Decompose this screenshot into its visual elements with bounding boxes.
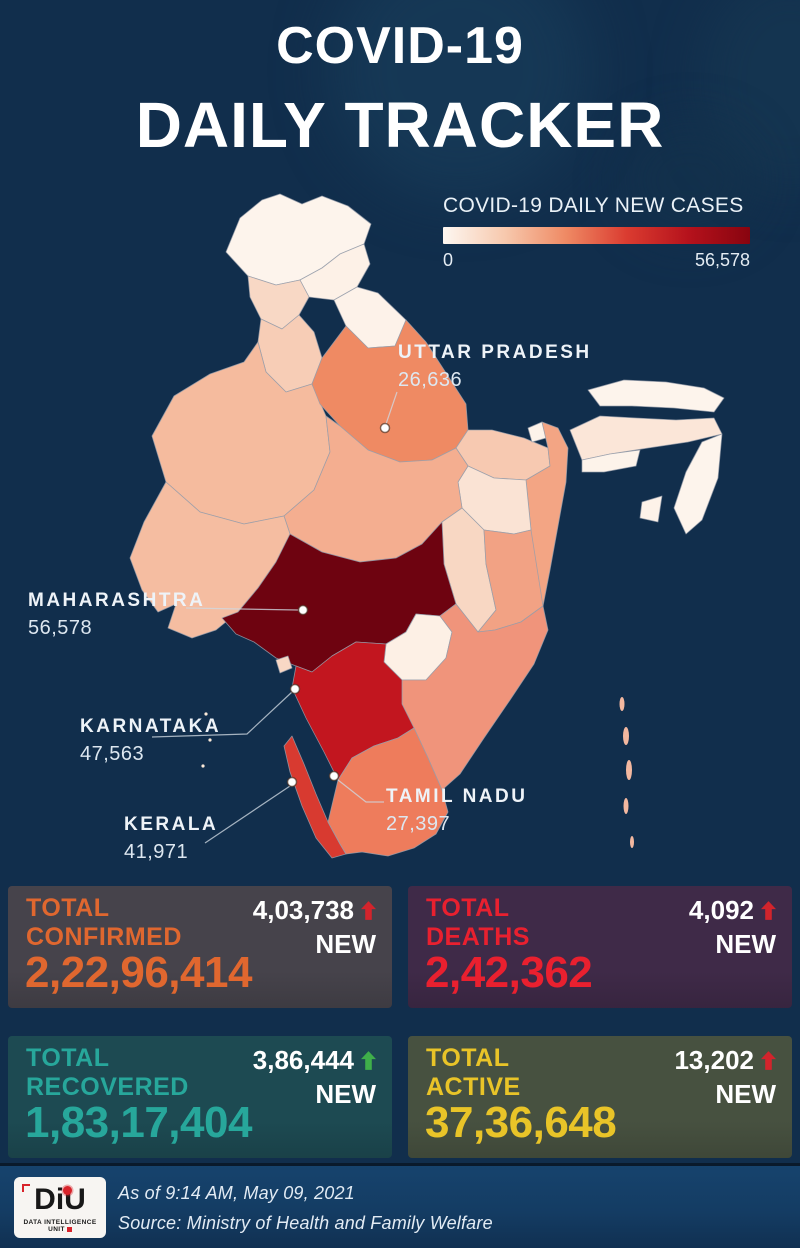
card-total-recovered: TOTAL RECOVERED 1,83,17,404 3,86,444 NEW [8, 1036, 392, 1158]
red-square-icon [66, 1226, 72, 1232]
state-value: 27,397 [386, 813, 451, 835]
card-total-confirmed: TOTAL CONFIRMED 2,22,96,414 4,03,738 NEW [8, 886, 392, 1008]
logo-subtext: DATA INTELLIGENCE UNIT [23, 1219, 97, 1233]
virus-dot-icon [63, 1186, 72, 1195]
card-new-value: 13,202 [674, 1045, 754, 1075]
label-karnataka: KARNATAKA 47,563 [80, 716, 221, 766]
legend-gradient-bar [443, 227, 750, 244]
india-choropleth-map [129, 193, 725, 859]
label-uttar-pradesh: UTTAR PRADESH 26,636 [398, 342, 592, 392]
state-himachal-pradesh [299, 243, 371, 301]
card-new-value: 4,092 [688, 895, 754, 925]
state-value: 41,971 [124, 841, 189, 863]
legend-max-label: 56,578 [694, 250, 750, 270]
footer: DiU DATA INTELLIGENCE UNIT As of 9:14 AM… [0, 1163, 800, 1248]
label-maharashtra: MAHARASHTRA 56,578 [28, 590, 205, 640]
card-total-active: TOTAL ACTIVE 37,36,648 13,202 NEW [408, 1036, 792, 1158]
card-new-label: NEW [315, 1079, 376, 1109]
state-northeast-states [673, 433, 723, 535]
card-new-label: NEW [715, 1079, 776, 1109]
legend-title: COVID-19 DAILY NEW CASES [443, 194, 744, 217]
label-kerala: KERALA 41,971 [124, 814, 218, 864]
card-label: DEATHS [426, 923, 530, 951]
state-kerala [283, 735, 347, 859]
card-total-value: 2,42,362 [425, 948, 593, 997]
card-total-value: 2,22,96,414 [25, 948, 252, 997]
source-text: Source: Ministry of Health and Family We… [118, 1213, 493, 1233]
card-label: CONFIRMED [26, 923, 182, 951]
up-arrow-icon [761, 1051, 776, 1070]
card-label: RECOVERED [26, 1073, 189, 1101]
card-total-deaths: TOTAL DEATHS 2,42,362 4,092 NEW [408, 886, 792, 1008]
legend-min-label: 0 [443, 250, 454, 270]
state-name: KARNATAKA [80, 716, 222, 737]
up-arrow-icon [761, 901, 776, 920]
state-value: 26,636 [398, 369, 463, 391]
label-tamil-nadu: TAMIL NADU 27,397 [386, 786, 527, 836]
andaman-islands [619, 697, 634, 848]
card-new-value: 4,03,738 [252, 895, 354, 925]
state-tamil-nadu [327, 727, 449, 857]
state-tripura [639, 495, 663, 523]
logo-corner-mark [22, 1184, 30, 1186]
up-arrow-icon [361, 1051, 376, 1070]
card-label: TOTAL [426, 894, 510, 922]
page-subtitle: DAILY TRACKER [135, 89, 665, 161]
state-name: TAMIL NADU [386, 786, 528, 807]
card-label: TOTAL [26, 894, 110, 922]
state-name: MAHARASHTRA [28, 590, 206, 611]
logo-corner-mark [22, 1184, 24, 1192]
card-new-label: NEW [315, 929, 376, 959]
legend: COVID-19 DAILY NEW CASES 0 56,578 [443, 194, 750, 270]
logo-text: DiU [34, 1183, 86, 1216]
card-total-value: 37,36,648 [425, 1098, 617, 1147]
card-label: TOTAL [426, 1044, 510, 1072]
state-meghalaya [581, 449, 641, 473]
card-new-value: 3,86,444 [252, 1045, 354, 1075]
state-goa [275, 655, 293, 674]
state-name: UTTAR PRADESH [398, 342, 592, 363]
state-value: 56,578 [28, 617, 93, 639]
card-total-value: 1,83,17,404 [25, 1098, 252, 1147]
card-new-label: NEW [715, 929, 776, 959]
state-value: 47,563 [80, 743, 145, 765]
up-arrow-icon [361, 901, 376, 920]
page-title: COVID-19 [276, 17, 524, 75]
diu-logo: DiU DATA INTELLIGENCE UNIT [14, 1177, 106, 1238]
state-arunachal-pradesh [587, 379, 725, 413]
as-of-text: As of 9:14 AM, May 09, 2021 [118, 1183, 355, 1203]
state-name: KERALA [124, 814, 219, 835]
card-label: TOTAL [26, 1044, 110, 1072]
card-label: ACTIVE [426, 1073, 521, 1101]
